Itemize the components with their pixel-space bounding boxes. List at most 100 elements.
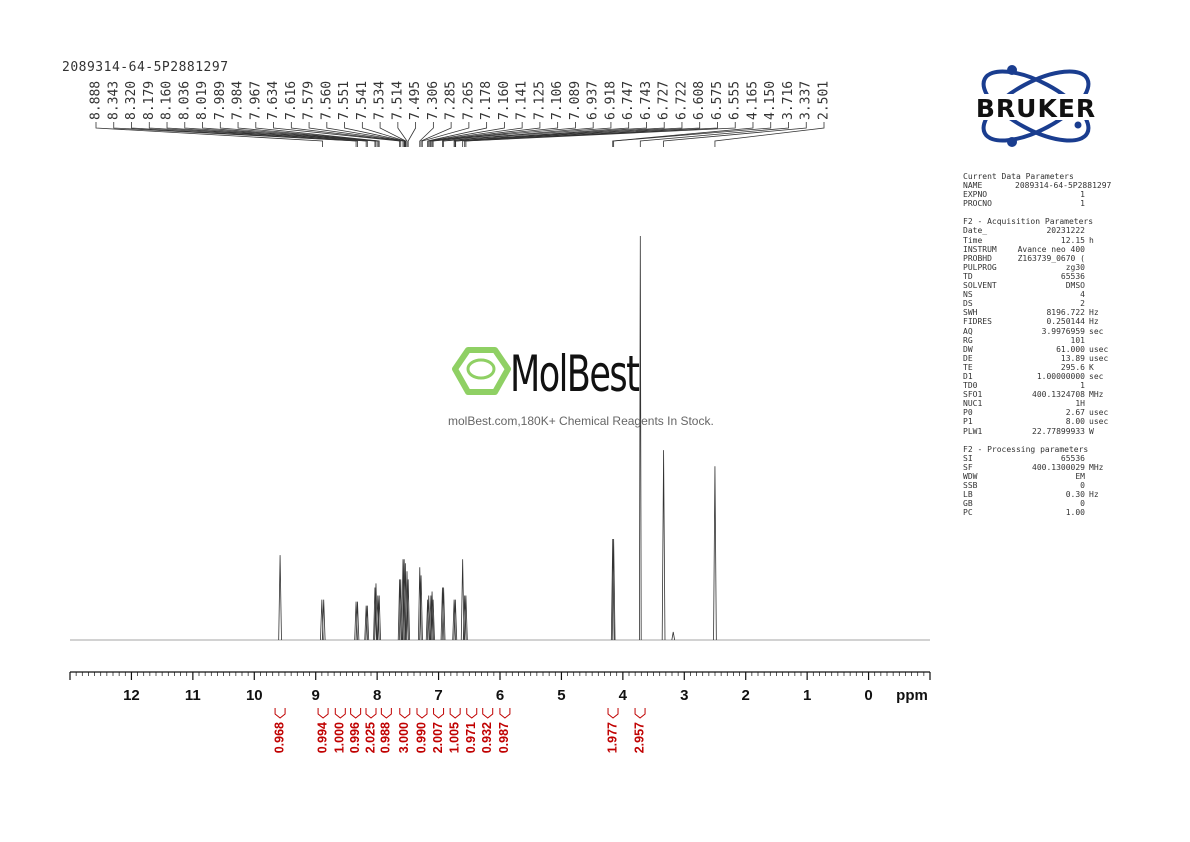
x-axis-label: ppm — [896, 687, 928, 704]
peak-label-leader — [237, 122, 379, 147]
param-value: 0 — [1080, 499, 1085, 509]
peak-label-leader — [429, 122, 523, 147]
integral-value: 2.025 — [363, 722, 377, 753]
peak-label-leader — [663, 122, 807, 147]
param-row: DW 61.000 usec — [963, 345, 1123, 354]
peak-label-leader — [462, 122, 701, 147]
param-value: 4 — [1080, 290, 1085, 300]
peak-label: 6.575 — [710, 81, 725, 120]
peak-label: 7.534 — [373, 81, 388, 120]
peak-label: 7.306 — [426, 81, 441, 120]
peak-label-leader — [430, 122, 541, 147]
x-axis: 12 11 10 9 8 7 6 5 4 3 2 1 0 — [69, 671, 931, 704]
peak-label: 6.555 — [728, 81, 743, 120]
param-row: P0 2.67 usec — [963, 408, 1123, 417]
param-unit — [1085, 299, 1089, 308]
spectrum-peak-6 — [365, 605, 370, 641]
param-row: Time 12.15 h — [963, 236, 1123, 245]
peak-label: 3.337 — [799, 81, 814, 120]
param-key: Time — [963, 235, 983, 245]
param-row: SWH 8196.722 Hz — [963, 308, 1123, 317]
peak-label-leader — [113, 122, 357, 147]
logo-dot-3 — [1074, 121, 1082, 129]
integral-bracket — [433, 708, 445, 719]
peak-label: 7.989 — [213, 81, 228, 120]
spectrum-peak-25 — [440, 587, 445, 641]
spectrum-peak-20 — [425, 599, 430, 641]
peak-label-leader — [148, 122, 367, 147]
param-value: 1 — [1080, 199, 1085, 209]
param-key: NAME — [963, 181, 983, 191]
param-unit — [1085, 245, 1089, 254]
spectrum-peak-7 — [373, 587, 377, 641]
param-unit: MHz — [1089, 390, 1104, 400]
param-key: GB — [963, 499, 973, 509]
peak-label: 7.514 — [390, 81, 405, 120]
param-row: LB 0.30 Hz — [963, 490, 1123, 499]
param-unit: usec — [1089, 417, 1109, 427]
peak-label: 7.160 — [497, 81, 512, 120]
param-value: zg30 — [1065, 262, 1085, 272]
logo-dot-1 — [1007, 65, 1017, 75]
integral-value: 0.932 — [480, 722, 494, 753]
param-unit — [1085, 499, 1089, 508]
param-value: DMSO — [1065, 281, 1085, 291]
param-value: 0.250144 — [1046, 317, 1085, 327]
spectrum-peak-36 — [661, 450, 666, 641]
param-key: WDW — [963, 471, 978, 481]
peak-label-leader — [443, 122, 612, 147]
integral-value: 1.977 — [605, 722, 619, 753]
integral-value: 0.990 — [414, 722, 428, 753]
peak-label-leader — [290, 122, 402, 147]
peak-label: 7.125 — [532, 81, 547, 120]
param-unit — [1085, 263, 1089, 272]
integral-value: 3.000 — [397, 722, 411, 753]
integral-bracket — [380, 708, 392, 719]
peak-label-leader — [273, 122, 401, 147]
peak-label: 7.616 — [284, 81, 299, 120]
peak-label-leader — [453, 122, 647, 147]
integral-bracket — [416, 708, 428, 719]
molbest-icon — [452, 347, 511, 395]
param-key: SOLVENT — [963, 281, 997, 291]
processing-params-title: F2 - Processing parameters — [963, 444, 1089, 454]
spectrum-peak-33 — [611, 538, 616, 641]
integral-value: 2.957 — [632, 722, 646, 753]
peak-label-leader — [184, 122, 376, 147]
param-row: PROBHD Z163739_0670 ( — [963, 254, 1123, 263]
param-unit: sec — [1089, 326, 1104, 336]
param-value: 1H — [1075, 399, 1085, 409]
molbest-hexagon-outer — [452, 347, 511, 395]
peak-label: 2.501 — [817, 81, 832, 120]
x-tick-label: 7 — [434, 687, 442, 704]
param-row: NUC1 1H — [963, 399, 1123, 408]
spectrum-peak-30 — [462, 595, 467, 641]
param-unit — [1085, 336, 1089, 345]
peak-label: 6.722 — [674, 81, 689, 120]
peak-label: 8.036 — [177, 81, 192, 120]
integral-value: 0.996 — [348, 722, 362, 753]
param-key: PLW1 — [963, 426, 983, 436]
param-row: FIDRES 0.250144 Hz — [963, 317, 1123, 326]
x-tick-label: 3 — [680, 687, 688, 704]
peak-label: 8.888 — [89, 81, 104, 120]
param-key: PROCNO — [963, 199, 992, 209]
param-row: SOLVENT DMSO — [963, 281, 1123, 290]
param-unit: sec — [1089, 371, 1104, 381]
spectrum-peak-17 — [406, 579, 410, 641]
param-key: EXPNO — [963, 190, 988, 200]
logo-orbit-2 — [981, 69, 1091, 143]
param-unit — [1085, 190, 1089, 199]
peak-label: 6.608 — [692, 81, 707, 120]
peak-label-leader — [428, 122, 505, 147]
param-unit: W — [1089, 426, 1094, 436]
param-row: P1 8.00 usec — [963, 417, 1123, 426]
peak-label: 7.634 — [266, 81, 281, 120]
integral-bracket — [482, 708, 494, 719]
peak-label: 6.937 — [586, 81, 601, 120]
param-key: TD0 — [963, 381, 978, 391]
param-row: GB 0 — [963, 499, 1123, 508]
param-value: 1 — [1080, 381, 1085, 391]
peak-label: 8.179 — [142, 81, 157, 120]
param-key: SSB — [963, 481, 978, 490]
